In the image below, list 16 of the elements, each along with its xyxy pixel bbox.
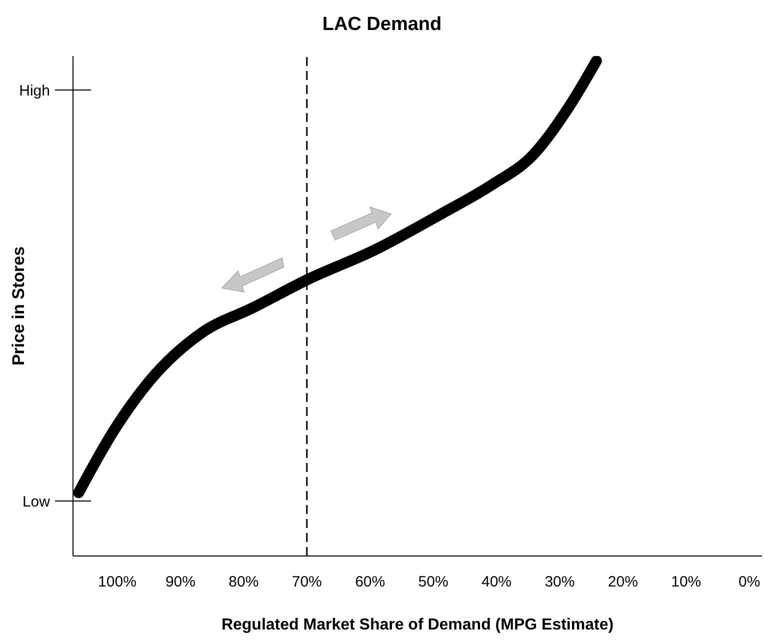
x-tick-label: 30% xyxy=(544,574,575,591)
x-tick-label: 60% xyxy=(355,574,386,591)
y-axis-title: Price in Stores xyxy=(9,246,28,366)
x-tick-label: 10% xyxy=(671,574,702,591)
x-axis-title: Regulated Market Share of Demand (MPG Estimate) xyxy=(221,616,614,634)
x-tick-label: 90% xyxy=(165,574,196,591)
text: Low xyxy=(22,493,50,510)
x-tick-label: 20% xyxy=(608,574,638,591)
x-tick-label: 100% xyxy=(98,574,136,591)
x-tick-label: 0% xyxy=(738,574,760,591)
x-tick-label: 80% xyxy=(228,574,259,591)
x-tick-label: 40% xyxy=(482,574,512,591)
text: High xyxy=(19,82,50,100)
x-tick-label: 50% xyxy=(418,574,448,591)
x-tick-label: 70% xyxy=(292,574,322,591)
chart-title: LAC Demand xyxy=(321,14,443,36)
